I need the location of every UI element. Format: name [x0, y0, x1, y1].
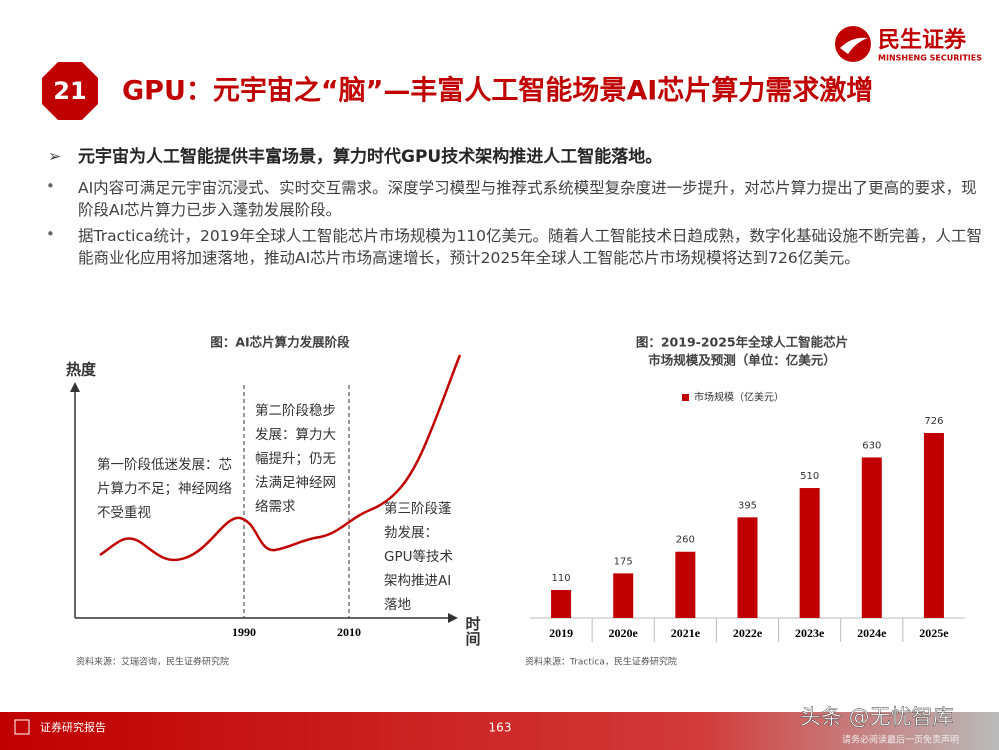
x-tick-label: 2025e [919, 626, 949, 640]
disclaimer: 请务必阅读最后一页免责声明 [842, 734, 959, 746]
watermark: 头条 @无忧智库 [800, 705, 954, 729]
value-label: 175 [614, 556, 633, 567]
logo-name: 民生证券 [878, 27, 967, 53]
diagram-arrow [70, 382, 80, 392]
bullet-dot: • [46, 177, 55, 195]
bar [551, 589, 572, 618]
source: 资料来源：Tractica，民生证券研究院 [525, 656, 677, 668]
diagram-title: 图：AI芯片算力发展阶段 [210, 335, 350, 350]
x-tick-label: 2022e [733, 626, 763, 640]
value-label: 726 [924, 416, 943, 427]
value-label: 260 [676, 535, 695, 546]
year-label: 1990 [232, 625, 256, 639]
diagram-y-label: 热度 [66, 361, 97, 379]
x-tick-label: 2020e [609, 626, 639, 640]
trend-curve [99, 354, 462, 562]
bar [737, 517, 758, 618]
stage-text: 第三阶段蓬 [384, 500, 452, 517]
legend-label: 市场规模（亿美元） [694, 391, 784, 404]
page-number: 163 [489, 721, 512, 735]
slide-number: 21 [53, 77, 86, 105]
value-label: 630 [862, 440, 881, 451]
legend-swatch [682, 394, 689, 401]
bullet-text: 据Tractica统计，2019年全球人工智能芯片市场规模为110亿美元。随着人… [78, 227, 983, 267]
stage-text: 发展：算力大 [255, 427, 336, 443]
slide-badge [42, 62, 98, 120]
stage-text: 勃发展： [384, 525, 438, 541]
bar [613, 573, 634, 618]
slide-title: GPU：元宇宙之“脑”—丰富人工智能场景AI芯片算力需求激增 [122, 75, 873, 107]
x-tick-label: 2021e [671, 626, 701, 640]
x-tick-label: 2023e [795, 626, 825, 640]
stage-text: 第一阶段低迷发展：芯 [97, 456, 232, 473]
stage-text: 幅提升；仍无 [255, 451, 336, 467]
stage-text: 片算力不足；神经网络 [97, 481, 232, 497]
diagram-x-label: 时间 [464, 616, 482, 647]
source: 资料来源：艾瑞咨询，民生证券研究院 [76, 656, 229, 668]
year-label: 2010 [337, 625, 361, 639]
bar [861, 457, 882, 618]
stage-text: 络需求 [255, 499, 296, 515]
bullet-text: AI内容可满足元宇宙沉浸式、实时交互需求。深度学习模型与推荐式系统模型复杂度进一… [78, 179, 977, 219]
summary-marker: ➢ [48, 147, 61, 166]
footer-band [0, 712, 999, 750]
logo-swoosh [840, 37, 868, 54]
stage-text: 第二阶段稳步 [255, 402, 336, 419]
stage-text: GPU等技术 [384, 548, 453, 565]
bar [923, 433, 944, 618]
value-label: 395 [738, 500, 757, 511]
x-tick-label: 2024e [857, 626, 887, 640]
bar [799, 488, 820, 618]
stage-text: 落地 [384, 597, 411, 613]
x-tick-label: 2019 [549, 626, 573, 640]
bar [675, 551, 696, 618]
chart-title: 市场规模及预测（单位：亿美元） [648, 353, 836, 368]
chart-title: 图：2019-2025年全球人工智能芯片 [636, 335, 848, 350]
stage-text: 架构推进AI [384, 573, 451, 589]
logo-subtitle: MINSHENG SECURITIES [878, 54, 982, 63]
stage-text: 法满足神经网 [255, 475, 336, 491]
footer-icon [14, 719, 30, 735]
diagram-arrow [448, 613, 458, 623]
footer-label: 证券研究报告 [40, 720, 106, 734]
value-label: 510 [800, 471, 819, 482]
stage-text: 不受重视 [97, 505, 151, 521]
summary: 元宇宙为人工智能提供丰富场景，算力时代GPU技术架构推进人工智能落地。 [78, 146, 662, 167]
bullet-dot: • [46, 225, 55, 243]
value-label: 110 [552, 573, 571, 584]
